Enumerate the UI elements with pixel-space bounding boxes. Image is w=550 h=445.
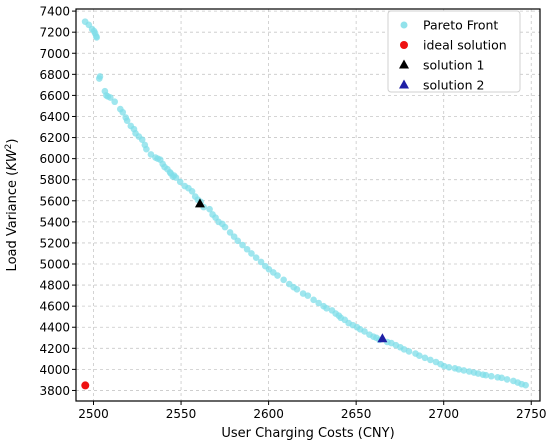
pareto-front-point [143, 145, 150, 153]
y-tick-label: 6400 [39, 110, 70, 124]
pareto-front-point [522, 381, 529, 389]
y-axis-label: Load Variance (KW2) [4, 139, 20, 272]
y-tick-label: 5000 [39, 258, 70, 272]
pareto-front-point [323, 304, 330, 312]
legend: Pareto Front ideal solution solution 1 s… [387, 10, 521, 93]
legend-label-solution-2: solution 2 [423, 78, 484, 93]
pareto-front-point [361, 328, 368, 335]
pareto-front-point [304, 292, 312, 299]
pareto-front-point [421, 354, 429, 362]
pareto-front-point [293, 286, 301, 293]
legend-box [387, 10, 521, 93]
pareto-front-point [280, 276, 287, 284]
y-tick-label: 7000 [39, 47, 70, 61]
pareto-front-point [172, 174, 180, 181]
legend-label-pareto-front: Pareto Front [423, 18, 498, 33]
x-tick-label: 2500 [78, 407, 109, 421]
pareto-front-point [252, 254, 260, 261]
pareto-front-point [274, 272, 281, 279]
y-tick-label: 6600 [39, 89, 70, 103]
y-tick-label: 6200 [39, 131, 70, 145]
pareto-front-point [138, 136, 146, 143]
pareto-front-point [226, 229, 234, 236]
pareto-front-point [93, 34, 100, 41]
y-axis-label-main: Load Variance ( [5, 171, 20, 272]
pareto-front-point [427, 356, 434, 364]
pareto-front-point [405, 348, 413, 355]
solution-2-point [377, 333, 388, 343]
pareto-front-point [234, 237, 242, 245]
legend-marker-solution-1 [399, 59, 409, 69]
solution-1-point [194, 198, 205, 208]
pareto-front-point [221, 223, 229, 231]
pareto-front-point [482, 371, 490, 379]
y-tick-label: 5600 [39, 194, 70, 208]
pareto-front-point [455, 366, 463, 373]
y-axis-label-unit: KW [5, 148, 20, 171]
y-tick-label: 4800 [39, 279, 70, 293]
pareto-front-point [111, 98, 118, 106]
y-tick-label: 7200 [39, 26, 70, 40]
x-tick-label: 2650 [341, 407, 372, 421]
pareto-front-point [416, 352, 423, 359]
x-tick-label: 2600 [253, 407, 284, 421]
y-tick-label: 3800 [39, 384, 70, 398]
y-tick-label: 4600 [39, 300, 70, 314]
pareto-front-point [176, 178, 184, 186]
plot-points [81, 18, 529, 390]
pareto-front-point [445, 363, 453, 371]
pareto-front-point [315, 299, 322, 307]
y-tick-label: 4000 [39, 363, 70, 377]
y-tick-label: 4400 [39, 321, 70, 335]
axis-ticks: 2500 2550 2600 2650 2700 2750 3800 4000 4200 4400… [39, 5, 546, 421]
legend-marker-ideal-solution [400, 41, 408, 49]
legend-label-ideal-solution: ideal solution [423, 38, 507, 53]
y-axis-label-end: ) [5, 139, 20, 144]
legend-marker-pareto-front [400, 21, 408, 29]
pareto-front-point [488, 372, 495, 380]
pareto-front-point [243, 245, 251, 253]
pareto-front-point [95, 75, 103, 82]
legend-marker-solution-2 [399, 79, 409, 89]
pareto-front-point [498, 374, 505, 382]
pareto-front-point [257, 258, 265, 266]
legend-label-solution-1: solution 1 [423, 58, 484, 73]
y-tick-label: 5400 [39, 215, 70, 229]
pareto-front-point [206, 205, 213, 213]
axes-frame [75, 8, 541, 402]
pareto-front-point [119, 108, 127, 116]
y-tick-label: 6800 [39, 68, 70, 82]
ideal-solution-point [81, 381, 90, 390]
pareto-front-point [123, 117, 131, 124]
pareto-front-point [460, 367, 468, 374]
pareto-front-point [503, 376, 511, 383]
x-tick-label: 2550 [166, 407, 197, 421]
x-tick-label: 2700 [428, 407, 459, 421]
y-tick-label: 5800 [39, 173, 70, 187]
x-axis-label: User Charging Costs (CNY) [221, 426, 394, 441]
pareto-front-point [239, 241, 246, 249]
y-tick-label: 5200 [39, 236, 70, 250]
pareto-front-point [310, 296, 317, 304]
pareto-front-point [107, 94, 114, 101]
y-axis-label-superscript: 2 [4, 144, 14, 150]
y-tick-label: 7400 [39, 5, 70, 19]
y-tick-label: 6000 [39, 152, 70, 166]
pareto-front-point [248, 250, 255, 257]
y-tick-label: 4200 [39, 342, 70, 356]
x-tick-label: 2750 [516, 407, 547, 421]
pareto-front-point [188, 188, 196, 195]
